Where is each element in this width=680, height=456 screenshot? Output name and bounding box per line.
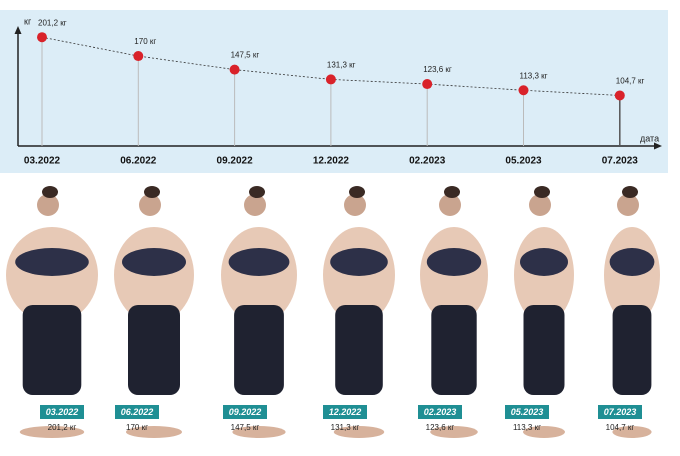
photo-date: 05.2023	[511, 407, 544, 417]
head	[617, 194, 639, 216]
x-axis-arrow	[654, 142, 662, 150]
point	[518, 85, 529, 96]
legs	[612, 305, 652, 395]
photo-weight: 201,2 кг	[48, 423, 77, 432]
x-tick-label: 06.2022	[120, 156, 157, 167]
legs	[431, 305, 477, 395]
value-label: 201,2 кг	[38, 18, 67, 27]
photo-figure	[221, 186, 297, 438]
value-label: 123,6 кг	[423, 65, 452, 74]
head	[139, 194, 161, 216]
point	[614, 90, 625, 101]
photo-weight: 170 кг	[126, 423, 148, 432]
feet	[19, 426, 85, 438]
photo-figure	[604, 186, 660, 438]
photo-weight: 113,3 кг	[513, 423, 541, 432]
photo-date: 06.2022	[121, 407, 154, 417]
hair	[144, 186, 160, 198]
photo-figure	[323, 186, 395, 438]
legs	[523, 305, 565, 395]
date-badge	[223, 405, 267, 419]
legs	[22, 305, 82, 395]
photo-date: 07.2023	[604, 407, 637, 417]
photo-weight: 104,7 кг	[606, 423, 635, 432]
x-tick-label: 09.2022	[217, 156, 254, 167]
photo-date: 12.2022	[329, 407, 362, 417]
photo-date: 02.2023	[424, 407, 457, 417]
legs	[234, 305, 284, 395]
y-axis-label: кг	[24, 16, 32, 26]
date-badge	[323, 405, 367, 419]
head	[37, 194, 59, 216]
feet	[232, 426, 286, 438]
hair	[349, 186, 365, 198]
hair	[622, 186, 638, 198]
point	[325, 74, 336, 85]
point	[229, 64, 240, 75]
photo-weight: 131,3 кг	[331, 423, 360, 432]
top	[330, 248, 388, 276]
top	[228, 248, 290, 276]
date-badge	[418, 405, 462, 419]
y-axis-arrow	[14, 26, 22, 34]
photo-weight: 123,6 кг	[426, 423, 455, 432]
head	[439, 194, 461, 216]
feet	[333, 426, 385, 438]
hair	[534, 186, 550, 198]
value-label: 104,7 кг	[616, 77, 645, 86]
x-axis-label: дата	[640, 133, 659, 143]
hair	[42, 186, 58, 198]
photo-date: 03.2022	[46, 407, 79, 417]
photo-figure	[6, 186, 98, 438]
feet	[523, 426, 565, 438]
top	[122, 248, 186, 276]
head	[244, 194, 266, 216]
date-badge	[40, 405, 84, 419]
head	[344, 194, 366, 216]
point	[37, 32, 47, 43]
x-tick-label: 05.2023	[505, 156, 542, 167]
photo-figure	[114, 186, 194, 438]
date-badge	[115, 405, 159, 419]
head	[529, 194, 551, 216]
photo-date: 09.2022	[229, 407, 262, 417]
top	[426, 248, 482, 276]
x-tick-label: 07.2023	[602, 156, 639, 167]
date-badge	[505, 405, 549, 419]
feet	[612, 426, 652, 438]
top	[15, 248, 89, 276]
value-label: 170 кг	[134, 37, 156, 46]
photo-figure	[514, 186, 574, 438]
top	[609, 248, 655, 276]
x-tick-label: 02.2023	[409, 156, 446, 167]
photo-figure	[420, 186, 488, 438]
date-badge	[598, 405, 642, 419]
value-label: 147,5 кг	[231, 51, 260, 60]
hair	[249, 186, 265, 198]
point	[133, 51, 144, 62]
x-tick-label: 12.2022	[313, 156, 350, 167]
photo-weight: 147,5 кг	[231, 423, 260, 432]
hair	[444, 186, 460, 198]
value-label: 113,3 кг	[520, 71, 548, 80]
legs	[335, 305, 383, 395]
top	[520, 248, 568, 276]
feet	[430, 426, 478, 438]
legs	[128, 305, 180, 395]
point	[422, 79, 433, 90]
value-label: 131,3 кг	[327, 61, 356, 70]
x-tick-label: 03.2022	[24, 156, 61, 167]
feet	[126, 426, 182, 438]
chart-panel	[0, 10, 668, 173]
